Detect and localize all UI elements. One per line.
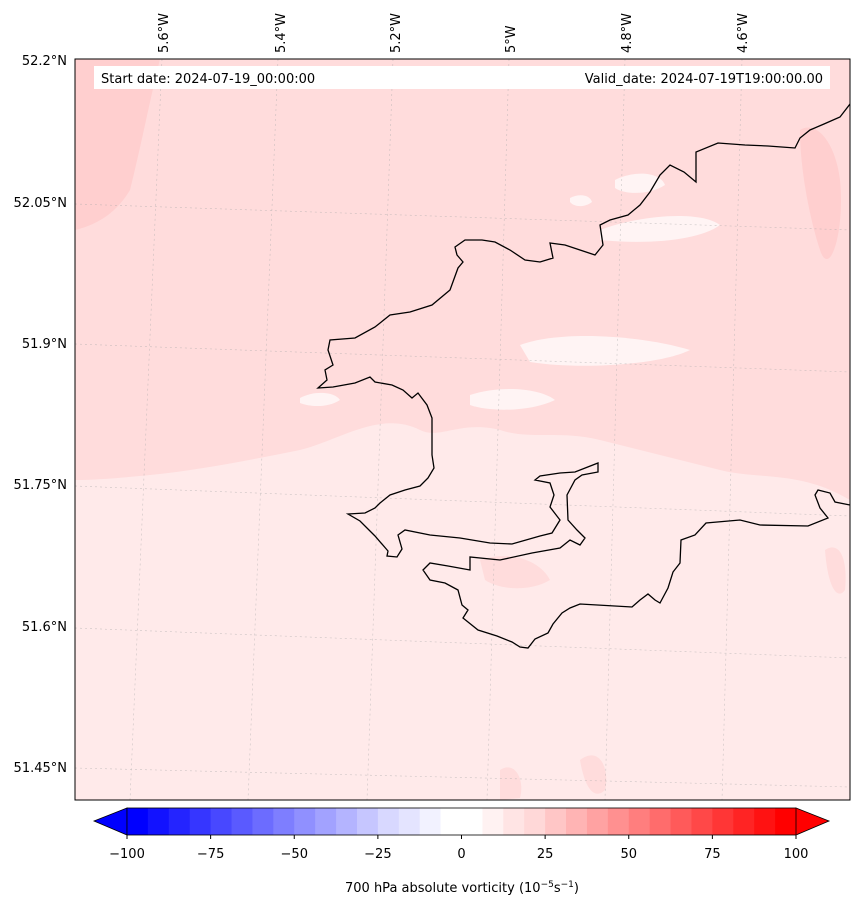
lon-label: 5.4°W [274, 13, 289, 53]
coastline [316, 103, 850, 649]
vorticity-field-strong-east [800, 127, 841, 260]
colorbar-segment [147, 808, 170, 835]
colorbar-segment [210, 808, 233, 835]
colorbar-segment [252, 808, 274, 835]
colorbar-tick-label: 100 [784, 847, 809, 862]
vorticity-field-land-patch [500, 767, 522, 800]
info-box [94, 66, 830, 89]
colorbar-tick-label: −25 [364, 847, 391, 862]
vorticity-field-weak [300, 392, 340, 407]
colorbar-tick-label: −100 [109, 847, 145, 862]
lon-label: 5°W [504, 25, 519, 53]
colorbar-under-arrow [92, 807, 128, 836]
colorbar-tick-label: −50 [281, 847, 308, 862]
colorbar-tick-label: 0 [457, 847, 465, 862]
vorticity-field-land-patch [480, 556, 550, 589]
vorticity-field-land-patch [825, 547, 846, 594]
colorbar-segment [440, 808, 463, 835]
lat-label: 51.45°N [14, 761, 67, 776]
colorbar-segment [754, 808, 776, 835]
colorbar-tick-label: −75 [197, 847, 224, 862]
vorticity-field-moderate [75, 59, 850, 500]
map-frame [74, 58, 851, 801]
lon-label: 4.6°W [736, 13, 751, 53]
lat-label: 51.75°N [14, 478, 67, 493]
valid-date: Valid_date: 2024-07-19T19:00:00.00 [585, 72, 823, 87]
colorbar: −100 −75 −50 −25 0 25 50 75 100 700 hPa absolute… [92, 807, 831, 896]
colorbar-segment [607, 808, 630, 835]
colorbar-segment [586, 808, 609, 835]
colorbar-segment [733, 808, 755, 835]
colorbar-segment [127, 808, 149, 835]
colorbar-segment [377, 808, 400, 835]
colorbar-segment [775, 808, 797, 835]
colorbar-segment [649, 808, 672, 835]
lon-label: 4.8°W [620, 13, 635, 53]
vorticity-field-weak [520, 335, 690, 366]
start-date: Start date: 2024-07-19_00:00:00 [101, 72, 315, 87]
colorbar-tick-label: 25 [537, 847, 554, 862]
vorticity-field-strong [75, 59, 160, 230]
colorbar-segment [691, 808, 713, 835]
colorbar-segment [545, 808, 567, 835]
colorbar-over-arrow [795, 807, 831, 836]
colorbar-segment [461, 808, 484, 835]
colorbar-segment [628, 808, 651, 835]
lat-label: 51.9°N [22, 337, 67, 352]
colorbar-tick-label: 50 [620, 847, 637, 862]
colorbar-label: 700 hPa absolute vorticity (10−5s−1) [345, 880, 579, 896]
lat-label: 51.6°N [22, 620, 67, 635]
vorticity-field-land-patch [580, 755, 607, 794]
colorbar-segment [670, 808, 693, 835]
colorbar-segments [127, 808, 797, 835]
colorbar-segment [419, 808, 442, 835]
colorbar-tick-label: 75 [704, 847, 721, 862]
colorbar-segment [231, 808, 254, 835]
lat-label: 52.2°N [22, 54, 67, 69]
vorticity-field-weak [470, 388, 555, 410]
map-area [75, 59, 850, 800]
vorticity-field-weak [570, 195, 592, 207]
longitude-labels: 5.6°W 5.4°W 5.2°W 5°W 4.8°W 4.6°W [157, 13, 751, 53]
colorbar-segment [168, 808, 191, 835]
colorbar-segment [524, 808, 546, 835]
latitude-labels: 52.2°N 52.05°N 51.9°N 51.75°N 51.6°N 51.… [14, 54, 67, 776]
colorbar-segment [482, 808, 504, 835]
lon-label: 5.6°W [157, 13, 172, 53]
colorbar-segment [315, 808, 337, 835]
colorbar-segment [566, 808, 588, 835]
graticule [75, 59, 850, 800]
lon-label: 5.2°W [389, 13, 404, 53]
colorbar-segment [356, 808, 379, 835]
lat-label: 52.05°N [14, 196, 67, 211]
colorbar-segment [712, 808, 734, 835]
colorbar-segment [398, 808, 421, 835]
colorbar-segment [294, 808, 316, 835]
colorbar-segment [189, 808, 212, 835]
colorbar-segment [503, 808, 525, 835]
colorbar-segment [336, 808, 358, 835]
colorbar-ticks: −100 −75 −50 −25 0 25 50 75 100 [109, 835, 808, 862]
colorbar-segment [273, 808, 295, 835]
